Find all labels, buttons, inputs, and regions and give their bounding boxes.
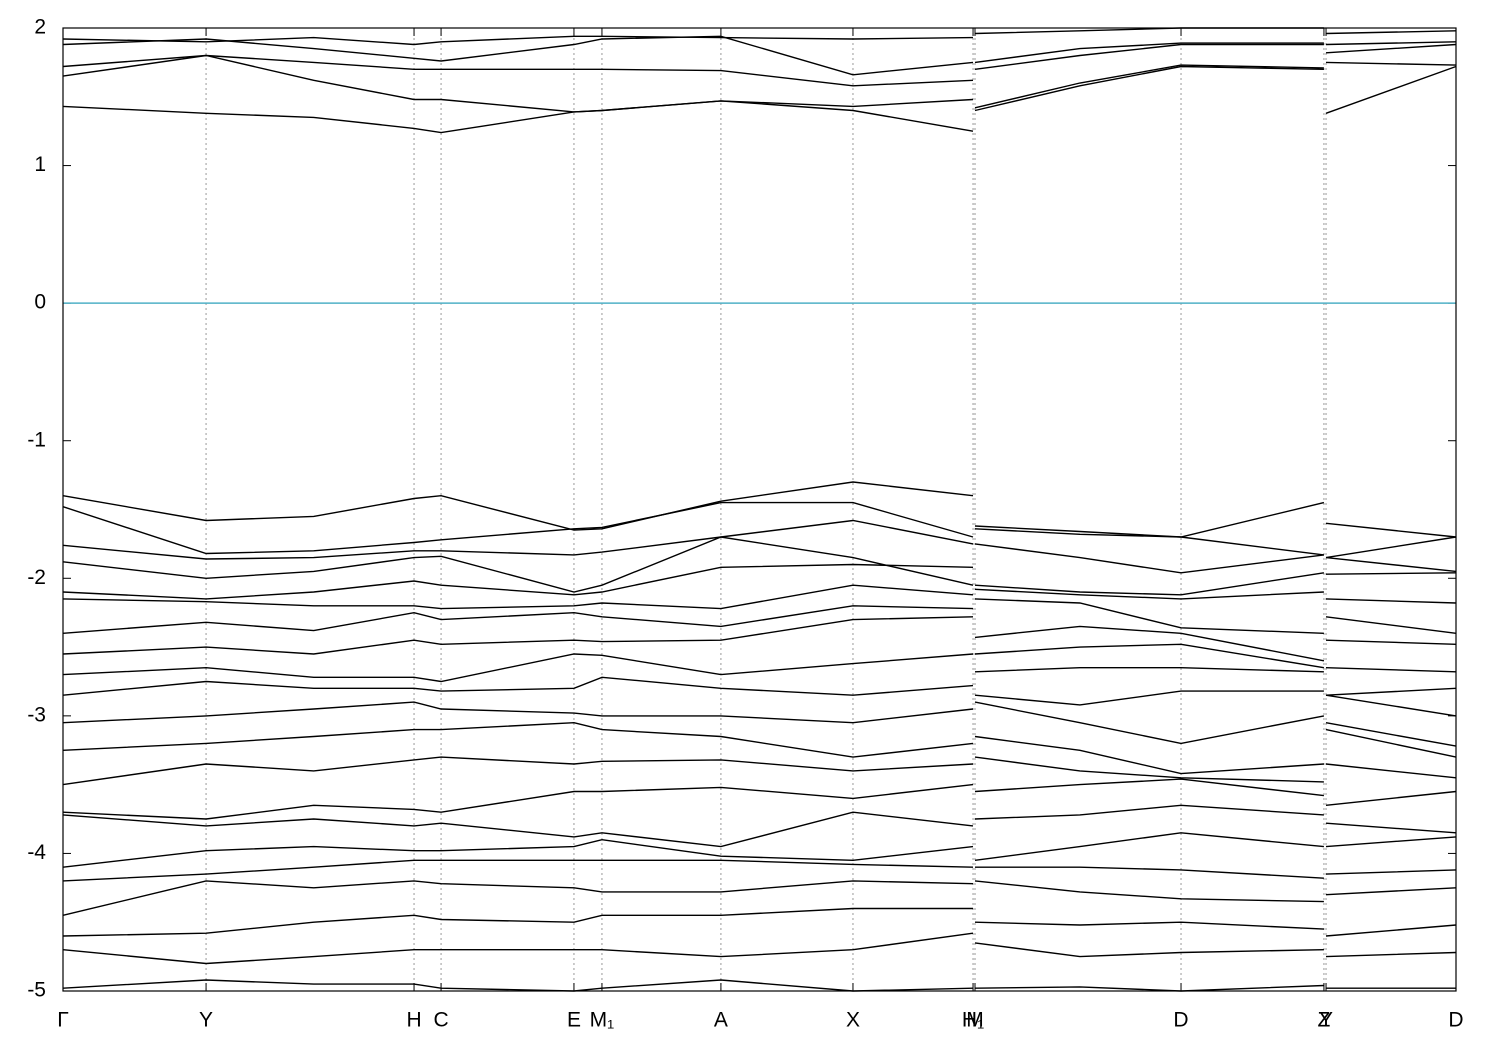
band-line	[62, 653, 1457, 696]
y-tick-label: -1	[27, 428, 46, 451]
x-tick-label: Γ	[57, 1009, 69, 1032]
band-line	[62, 54, 1457, 113]
band-line	[62, 616, 1457, 673]
x-tick-label: Y	[1319, 1009, 1333, 1032]
band-line	[62, 584, 1457, 634]
band-line	[62, 43, 1457, 87]
band-line	[62, 804, 1457, 848]
x-tick-label: X	[846, 1009, 860, 1032]
x-tick-label: E	[567, 1009, 581, 1032]
y-tick-label: 0	[34, 291, 46, 314]
plot-frame	[62, 27, 1457, 992]
band-line	[62, 932, 1457, 965]
x-tick-label: H	[406, 1009, 421, 1032]
band-line	[62, 605, 1457, 662]
band-line	[62, 880, 1457, 916]
band-line	[62, 536, 1457, 596]
band-line	[62, 907, 1457, 937]
x-tick-label: A	[714, 1009, 728, 1032]
band-line	[62, 721, 1457, 775]
y-tick-label: 1	[34, 153, 46, 176]
band-line	[62, 65, 1457, 134]
y-tick-label: -4	[27, 841, 46, 864]
x-tick-label: D	[1448, 1009, 1463, 1032]
band-line	[62, 501, 1457, 559]
y-tick-label: -3	[27, 703, 46, 726]
band-line	[62, 859, 1457, 882]
band-line	[62, 519, 1457, 574]
band-line	[62, 676, 1457, 717]
band-line	[62, 27, 1457, 46]
band-line	[62, 35, 1457, 76]
y-tick-label: 2	[34, 16, 46, 39]
x-tick-label: Y	[199, 1009, 213, 1032]
x-tick-label: M	[966, 1009, 984, 1032]
band-line	[62, 563, 1457, 604]
x-tick-label: D	[1173, 1009, 1188, 1032]
x-tick-label: Z	[1318, 1009, 1331, 1032]
x-tick-label: H₁	[962, 1009, 984, 1032]
x-tick-label: M₁	[590, 1009, 615, 1032]
band-line	[62, 701, 1457, 747]
band-line	[62, 832, 1457, 868]
band-line	[62, 979, 1456, 992]
band-line	[62, 481, 1457, 538]
y-tick-label: -5	[27, 979, 46, 1002]
x-tick-label: C	[433, 1009, 448, 1032]
y-tick-label: -2	[27, 566, 46, 589]
band-line	[62, 778, 1457, 820]
band-line	[62, 756, 1457, 786]
